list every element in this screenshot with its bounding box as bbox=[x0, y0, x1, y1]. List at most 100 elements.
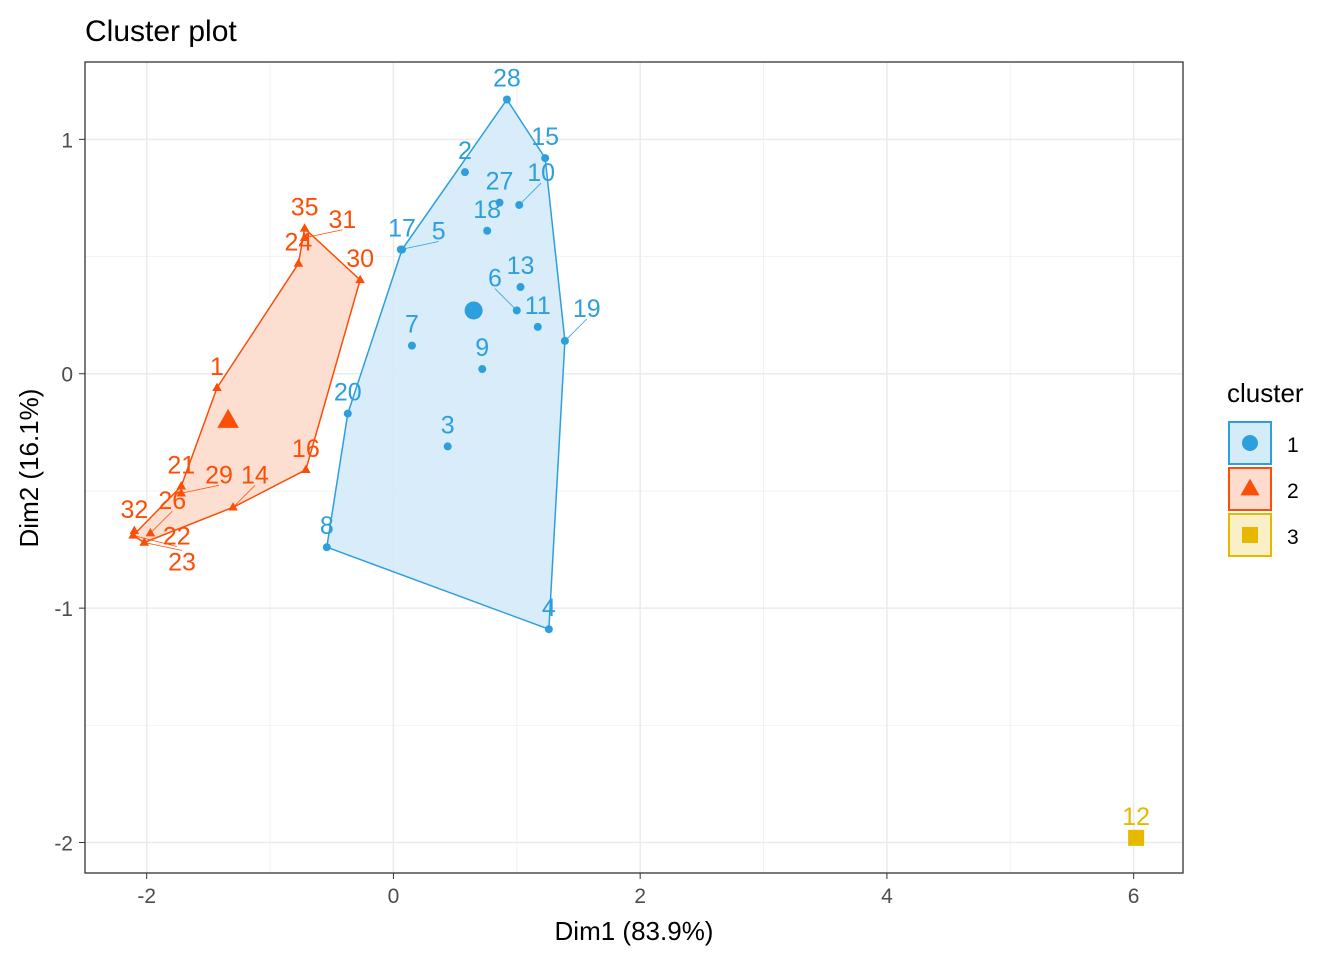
legend-label: 2 bbox=[1287, 480, 1299, 503]
cluster-2-point bbox=[176, 488, 187, 497]
point-label: 5 bbox=[432, 218, 446, 246]
cluster-2-hull bbox=[131, 226, 361, 544]
x-tick-label: 4 bbox=[881, 885, 893, 908]
cluster-1-point bbox=[443, 442, 452, 451]
cluster-hulls bbox=[131, 98, 566, 631]
legend-label: 1 bbox=[1287, 434, 1299, 457]
cluster-3-point bbox=[1128, 829, 1145, 846]
point-label: 7 bbox=[405, 311, 419, 339]
cluster-1-point bbox=[495, 198, 504, 207]
point-label: 30 bbox=[346, 245, 374, 273]
point-label: 13 bbox=[507, 252, 535, 280]
cluster-1-point bbox=[544, 625, 553, 634]
point-label: 19 bbox=[573, 295, 601, 323]
point-label: 10 bbox=[527, 159, 555, 187]
cluster-2-point bbox=[145, 527, 156, 537]
point-label: 6 bbox=[488, 265, 502, 293]
cluster-2-point bbox=[129, 525, 140, 534]
point-label: 23 bbox=[168, 549, 196, 577]
label-leader-line bbox=[304, 229, 343, 239]
x-tick-label: -2 bbox=[137, 885, 156, 908]
label-leader-line bbox=[400, 241, 439, 250]
label-leader-line bbox=[494, 288, 518, 311]
y-axis-label: Dim2 (16.1%) bbox=[14, 389, 44, 548]
legend-symbol-1 bbox=[1242, 435, 1258, 451]
point-label: 31 bbox=[329, 206, 357, 234]
point-label: 9 bbox=[475, 334, 489, 362]
grid bbox=[85, 62, 1183, 873]
cluster-2-point bbox=[139, 537, 150, 546]
cluster-2-point bbox=[293, 258, 304, 267]
cluster-2-point bbox=[301, 464, 311, 474]
data-points bbox=[128, 95, 1145, 846]
cluster-2-point bbox=[355, 274, 365, 284]
plot-panel-border bbox=[84, 61, 1184, 874]
point-labels: 28 15 2 27 10 18 17 5 136 11 19 7 9 20 3 8 4 35 31 24 30 1 16 2… bbox=[120, 65, 1150, 831]
point-label: 27 bbox=[486, 168, 514, 196]
label-leader-line bbox=[150, 510, 173, 534]
point-label: 16 bbox=[292, 435, 320, 463]
point-label: 2 bbox=[458, 137, 472, 165]
legend-symbol-2 bbox=[1240, 478, 1260, 496]
cluster-1-point bbox=[460, 168, 469, 177]
cluster-1-point bbox=[322, 543, 331, 552]
cluster-1-center bbox=[464, 301, 483, 320]
x-tick-label: 0 bbox=[388, 885, 400, 908]
cluster-2-point bbox=[299, 223, 310, 232]
cluster-1-point bbox=[502, 95, 511, 104]
axes: -2 0 2 4 6-2-101 bbox=[54, 129, 1139, 908]
legend-title: cluster bbox=[1227, 378, 1304, 408]
chart-title: Cluster plot bbox=[85, 15, 237, 48]
point-label: 1 bbox=[210, 353, 224, 381]
cluster-2-point bbox=[128, 530, 138, 539]
cluster-1-hull bbox=[325, 98, 566, 631]
point-label: 22 bbox=[163, 522, 191, 550]
x-axis-label: Dim1 (83.9%) bbox=[555, 916, 714, 946]
x-tick-label: 2 bbox=[634, 885, 646, 908]
point-label: 20 bbox=[334, 379, 362, 407]
point-label: 32 bbox=[120, 496, 148, 524]
point-label: 12 bbox=[1122, 803, 1150, 831]
legend-symbol-3 bbox=[1242, 527, 1258, 543]
cluster-1-point bbox=[343, 409, 352, 418]
label-leader-line bbox=[144, 542, 183, 551]
point-label: 18 bbox=[473, 196, 501, 224]
label-leader-line bbox=[181, 484, 220, 494]
cluster-2-point bbox=[228, 502, 238, 511]
legend: cluster 1 2 3 bbox=[1227, 378, 1304, 557]
legend-label: 3 bbox=[1287, 526, 1299, 549]
x-tick-label: 6 bbox=[1128, 885, 1140, 908]
cluster-1-point bbox=[483, 226, 492, 235]
point-label: 3 bbox=[441, 411, 455, 439]
y-tick-label: -2 bbox=[54, 833, 73, 856]
cluster-2-point bbox=[212, 382, 222, 392]
point-label: 29 bbox=[205, 461, 233, 489]
point-label: 17 bbox=[388, 215, 416, 243]
cluster-1-point bbox=[478, 365, 487, 374]
point-label: 21 bbox=[167, 451, 195, 479]
label-leader-line bbox=[232, 485, 256, 508]
point-label: 35 bbox=[291, 193, 319, 221]
y-tick-label: -1 bbox=[54, 598, 73, 621]
label-leader-line bbox=[133, 535, 177, 547]
label-leader-line bbox=[518, 182, 542, 206]
point-label: 15 bbox=[531, 123, 559, 151]
y-tick-label: 1 bbox=[61, 129, 73, 152]
cluster-2-point bbox=[176, 481, 187, 490]
cluster-1-point bbox=[541, 154, 550, 163]
point-label: 11 bbox=[525, 292, 551, 320]
point-label: 24 bbox=[285, 229, 313, 257]
cluster-2-point bbox=[299, 232, 310, 241]
cluster-1-point bbox=[407, 341, 416, 350]
y-tick-label: 0 bbox=[61, 364, 73, 387]
point-label: 26 bbox=[158, 487, 186, 515]
point-label: 8 bbox=[320, 512, 334, 540]
point-label: 28 bbox=[493, 65, 521, 93]
cluster-2-center bbox=[217, 408, 239, 428]
label-leader-line bbox=[564, 318, 588, 342]
point-label: 4 bbox=[542, 594, 556, 622]
point-label: 14 bbox=[241, 461, 269, 489]
cluster-1-point bbox=[516, 283, 525, 292]
cluster-1-point bbox=[533, 322, 542, 331]
